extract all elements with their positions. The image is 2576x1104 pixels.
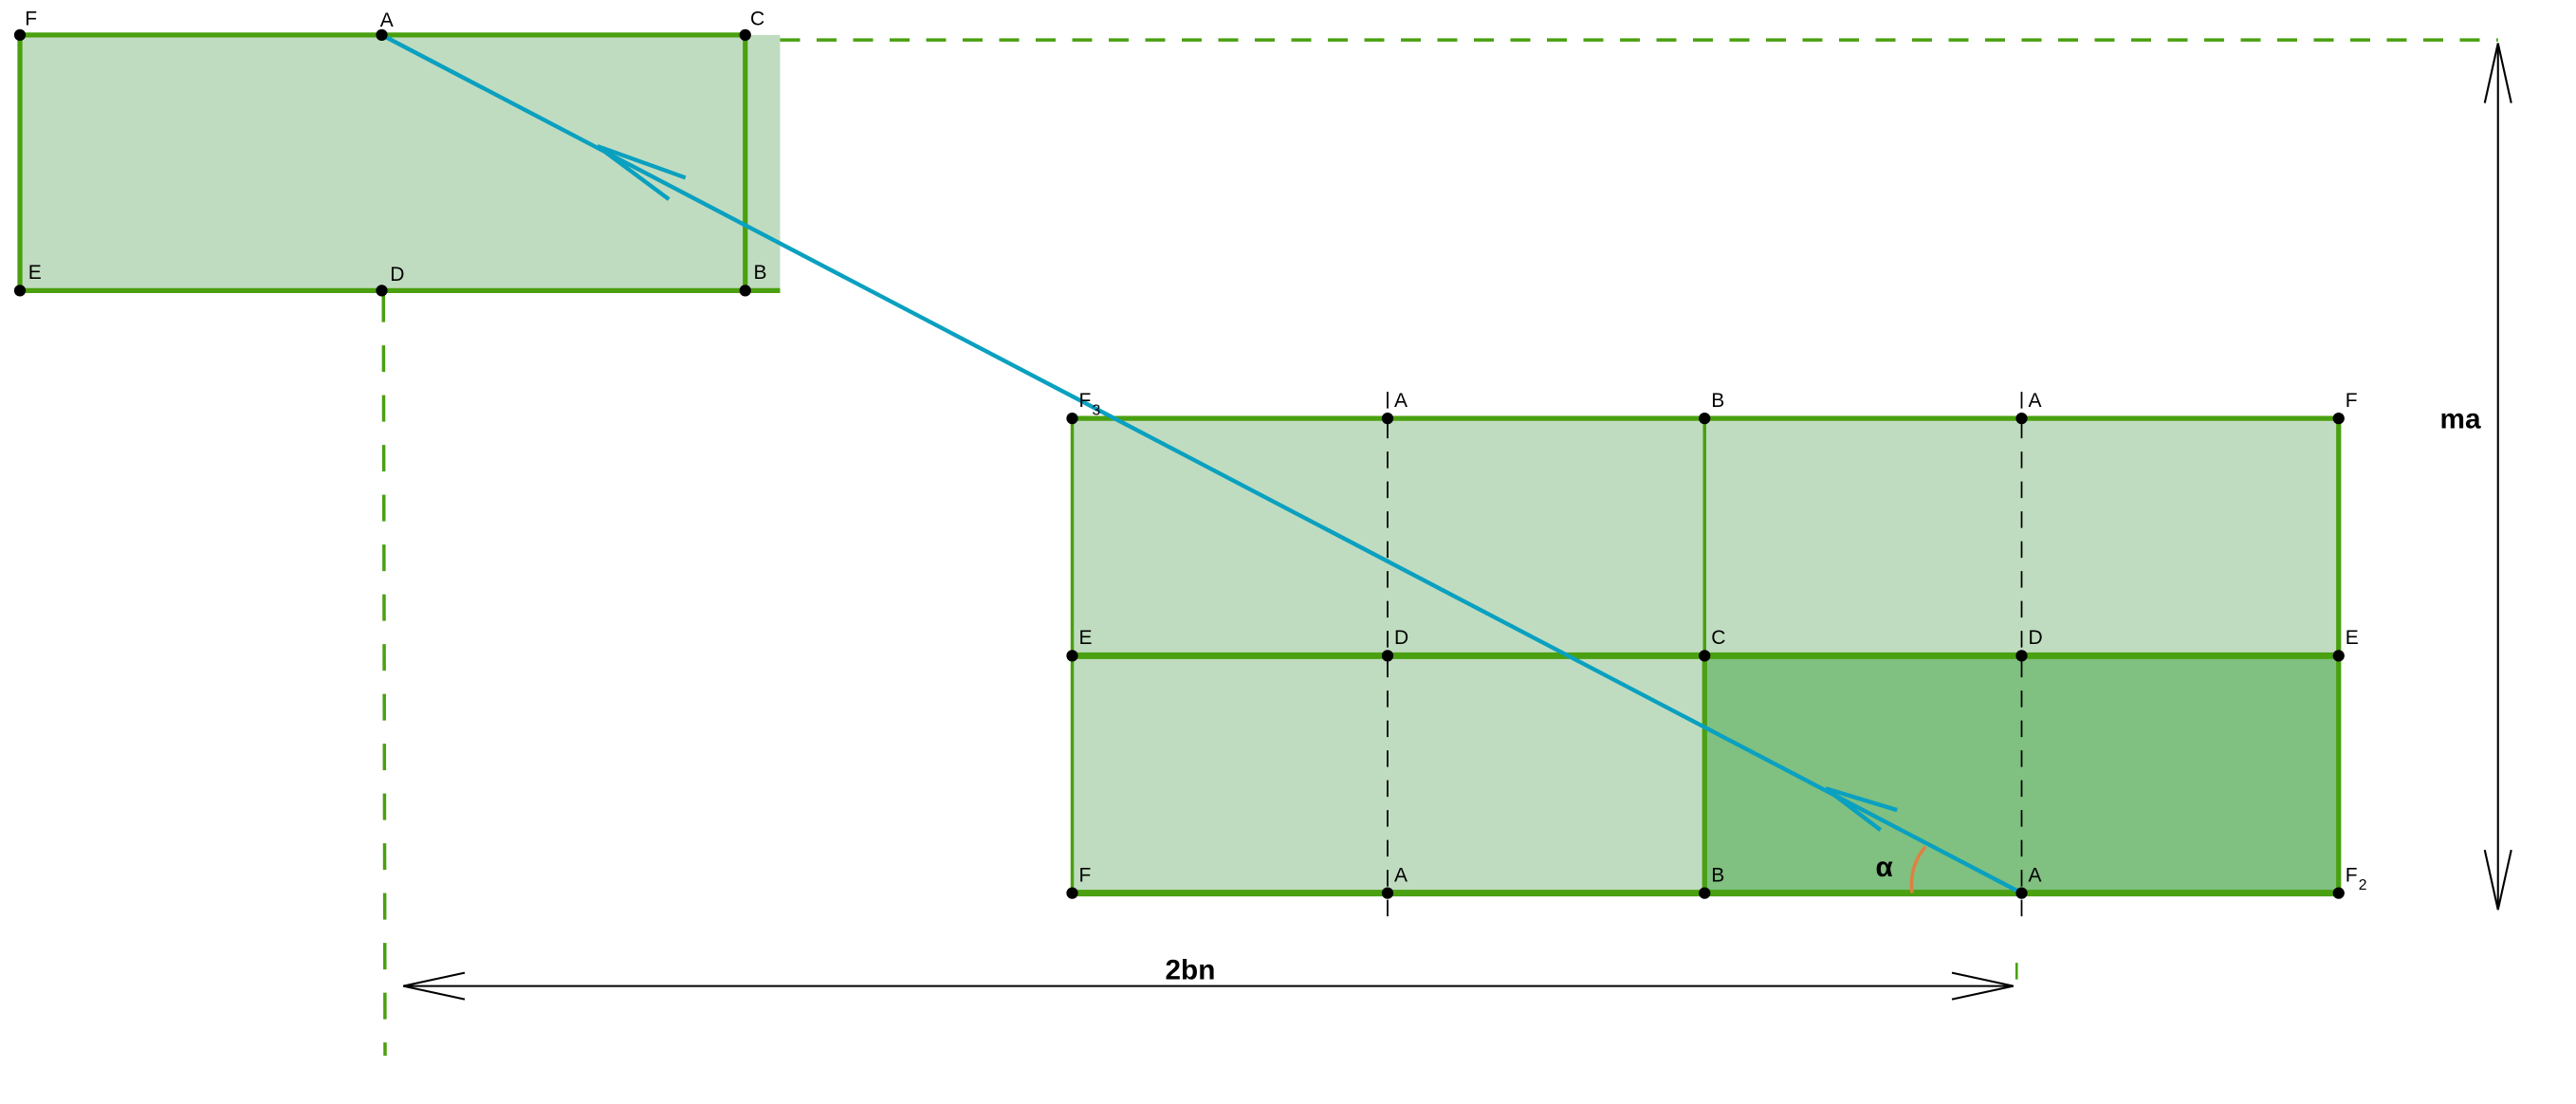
vertex-point [2015, 887, 2028, 899]
grid-label-F: F [1079, 864, 1092, 886]
vertex-point [2332, 887, 2345, 899]
vertex-point [376, 28, 388, 41]
grid-label-A: A [2029, 864, 2042, 886]
2bn-label: 2bn [1166, 955, 1216, 986]
vertex-point [1381, 887, 1394, 899]
vertex-point [1699, 887, 1711, 899]
vertex-point [1381, 650, 1394, 662]
grid-label-F: F [2346, 864, 2358, 886]
grid-label-F: F [2346, 390, 2358, 412]
vertex-point [1066, 650, 1078, 662]
vertex-point [13, 285, 27, 297]
2bn-arrowhead-left [403, 971, 466, 1001]
label-C: C [750, 8, 764, 29]
vertex-point [2015, 413, 2028, 425]
grid-label-F: F [1079, 390, 1092, 412]
2bn-arrowhead-right [1951, 971, 2014, 1001]
grid-label-A: A [1394, 390, 1408, 412]
ray-arrowhead-bottom [1824, 786, 1898, 832]
label-D: D [390, 264, 404, 285]
vertex-point [1381, 413, 1394, 425]
light-ray [380, 32, 2023, 895]
grid-label-E: E [2346, 627, 2359, 649]
ma-arrowhead-top [2483, 43, 2512, 103]
left-dashed-guide [381, 295, 387, 1057]
vertex-point [2332, 650, 2345, 662]
grid-label-D: D [2029, 627, 2043, 649]
ma-label: ma [2440, 404, 2481, 435]
vertex-point [13, 28, 27, 41]
ray-arrowhead-top [596, 144, 687, 201]
vertex-point [376, 285, 388, 297]
grid-label-C: C [1711, 627, 1725, 649]
grid-label-D: D [1394, 627, 1408, 649]
vertex-point [1066, 413, 1078, 425]
label-F: F [25, 8, 37, 29]
grid-label-B: B [1711, 864, 1724, 886]
vertex-point [739, 285, 751, 297]
grid-label-subscript: 2 [2359, 877, 2367, 893]
top-rect-fill [20, 34, 781, 291]
vertex-point [1699, 650, 1711, 662]
grid-label-A: A [2029, 390, 2042, 412]
label-B: B [754, 262, 767, 284]
vertex-point [1066, 887, 1078, 899]
alpha-label: α [1876, 852, 1893, 883]
label-A: A [380, 9, 394, 31]
vertex-point [2015, 650, 2028, 662]
label-E: E [28, 262, 42, 284]
angle-arc [1909, 845, 1927, 893]
vertex-point [1699, 413, 1711, 425]
vertex-point [2332, 413, 2345, 425]
ma-arrowhead-bottom [2483, 849, 2512, 911]
grid-label-subscript: 3 [1093, 403, 1101, 419]
vertex-point [739, 28, 751, 41]
grid-label-E: E [1079, 627, 1093, 649]
grid-label-B: B [1711, 390, 1724, 412]
grid-label-A: A [1394, 864, 1408, 886]
